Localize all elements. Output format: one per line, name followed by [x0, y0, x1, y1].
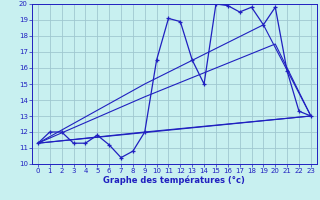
- X-axis label: Graphe des températures (°c): Graphe des températures (°c): [103, 176, 245, 185]
